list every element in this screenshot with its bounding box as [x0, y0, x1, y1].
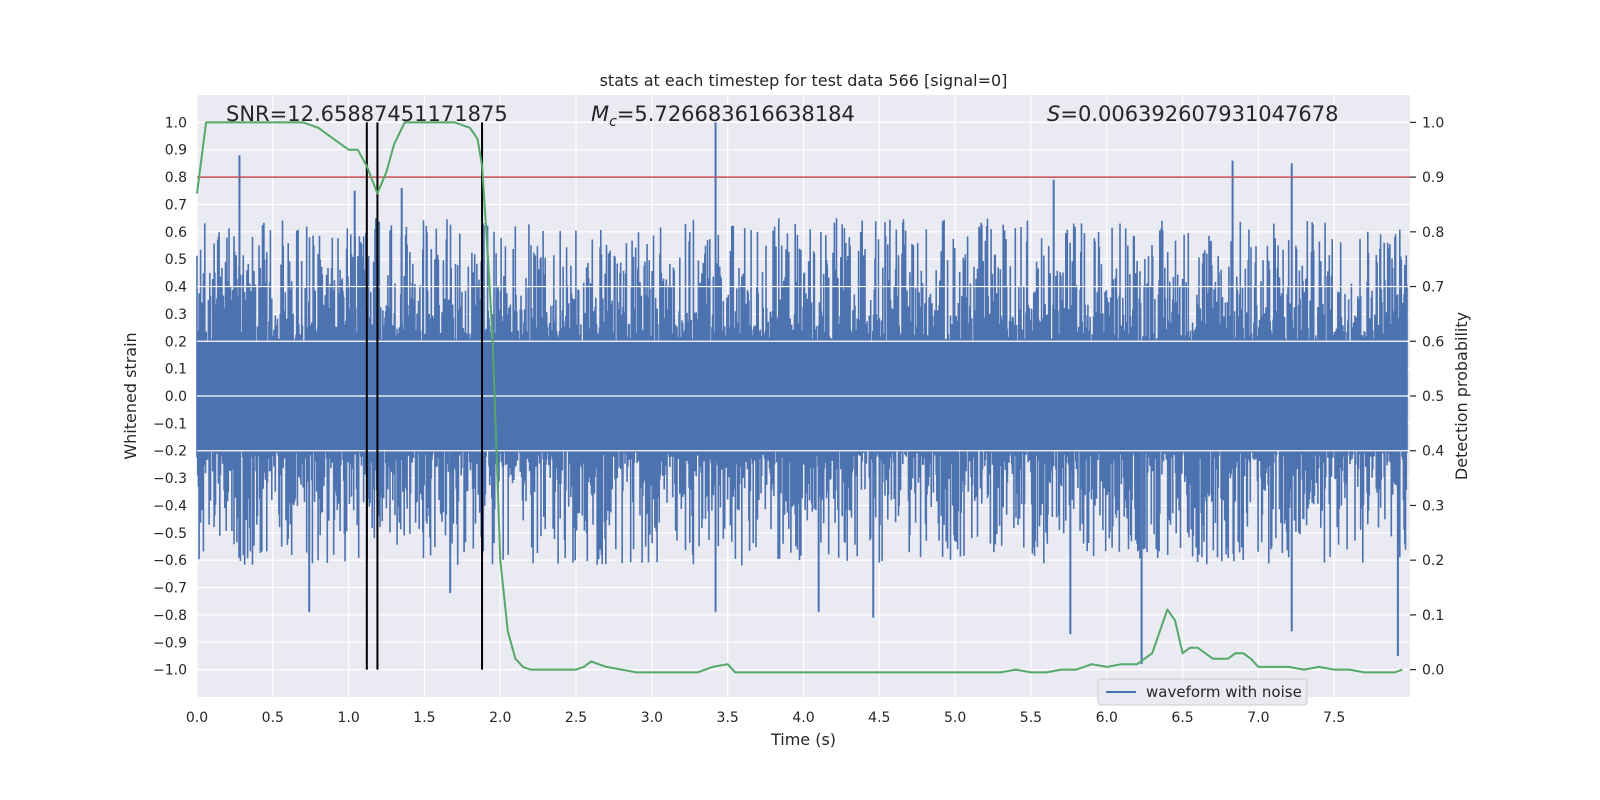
y-right-tick-label: 0.1 — [1422, 608, 1444, 624]
waveform-series — [196, 122, 1410, 665]
y-left-tick-label: 0.8 — [165, 170, 187, 186]
y-right-tick-label: 0.4 — [1422, 444, 1444, 460]
x-tick-label: 4.0 — [792, 710, 814, 726]
y-right-axis-label: Detection probability — [1452, 312, 1471, 480]
y-left-tick-label: 0.1 — [165, 362, 187, 378]
x-tick-label: 5.0 — [944, 710, 966, 726]
y-left-tick-label: 0.6 — [165, 225, 187, 241]
y-right-tick-label: 0.8 — [1422, 225, 1444, 241]
x-tick-label: 0.0 — [186, 710, 208, 726]
y-left-tick-label: −0.8 — [153, 608, 187, 624]
chart-title: stats at each timestep for test data 566… — [600, 71, 1008, 90]
y-left-tick-label: −0.5 — [153, 526, 187, 542]
y-right-axis-ticks: 1.0 0.9 0.8 0.7 0.6 0.5 0.4 0.3 0.2 0.1 0.0 — [1410, 115, 1444, 679]
y-right-tick-label: 0.5 — [1422, 389, 1444, 405]
vertical-markers — [365, 122, 484, 670]
y-right-tick-label: 0.3 — [1422, 498, 1444, 514]
x-tick-label: 2.5 — [565, 710, 587, 726]
x-tick-label: 7.0 — [1247, 710, 1269, 726]
y-left-tick-label: −0.4 — [153, 498, 187, 514]
x-tick-label: 4.5 — [868, 710, 890, 726]
y-left-tick-label: −0.9 — [153, 635, 187, 651]
x-tick-label: 2.0 — [489, 710, 511, 726]
x-tick-label: 1.5 — [413, 710, 435, 726]
s-statistic-annotation: S=0.006392607931047678 — [1047, 102, 1338, 126]
y-left-tick-label: −0.1 — [153, 416, 187, 432]
y-right-tick-label: 0.2 — [1422, 553, 1444, 569]
snr-annotation: SNR=12.65887451171875 — [226, 102, 508, 126]
y-left-tick-label: 0.9 — [165, 143, 187, 159]
y-left-tick-label: 0.0 — [165, 389, 187, 405]
y-right-tick-label: 0.0 — [1422, 663, 1444, 679]
y-left-tick-label: 0.2 — [165, 334, 187, 350]
x-tick-label: 3.0 — [641, 710, 663, 726]
y-left-tick-label: −0.2 — [153, 444, 187, 460]
y-left-tick-label: 0.3 — [165, 307, 187, 323]
y-left-tick-label: −1.0 — [153, 663, 187, 679]
x-axis-label: Time (s) — [770, 730, 836, 749]
y-right-tick-label: 0.7 — [1422, 280, 1444, 296]
y-left-tick-label: 0.4 — [165, 280, 187, 296]
y-left-tick-label: 0.5 — [165, 252, 187, 268]
legend-box — [1097, 678, 1308, 706]
y-left-tick-label: −0.3 — [153, 471, 187, 487]
chirp-mass-annotation: Mc=5.726683616638184 — [591, 102, 855, 130]
y-right-tick-label: 0.9 — [1422, 170, 1444, 186]
y-left-tick-label: −0.6 — [153, 553, 187, 569]
x-tick-label: 6.0 — [1096, 710, 1118, 726]
y-left-tick-label: −0.7 — [153, 581, 187, 597]
probability-series — [196, 121, 1403, 674]
y-right-tick-label: 1.0 — [1422, 115, 1444, 131]
x-tick-label: 3.5 — [717, 710, 739, 726]
y-left-axis-label: Whitened strain — [121, 332, 140, 459]
x-tick-label: 0.5 — [262, 710, 284, 726]
x-tick-label: 1.0 — [337, 710, 359, 726]
x-axis-ticks: 0.0 0.5 1.0 1.5 2.0 2.5 3.0 3.5 4.0 4.5 5.0 5.5 6.0 6… — [186, 710, 1345, 726]
x-tick-label: 6.5 — [1171, 710, 1193, 726]
x-tick-label: 5.5 — [1020, 710, 1042, 726]
y-left-tick-label: 1.0 — [165, 115, 187, 131]
legend-label-waveform: waveform with noise — [1146, 683, 1302, 701]
probability-line — [196, 121, 1403, 674]
y-left-axis-ticks: 1.0 0.9 0.8 0.7 0.6 0.5 0.4 0.3 0.2 0.1 0.0 −0.1 −0.… — [153, 115, 187, 678]
y-right-tick-label: 0.6 — [1422, 334, 1444, 350]
x-tick-label: 7.5 — [1323, 710, 1345, 726]
y-left-tick-label: 0.7 — [165, 197, 187, 213]
legend: waveform with noise — [1097, 678, 1308, 706]
